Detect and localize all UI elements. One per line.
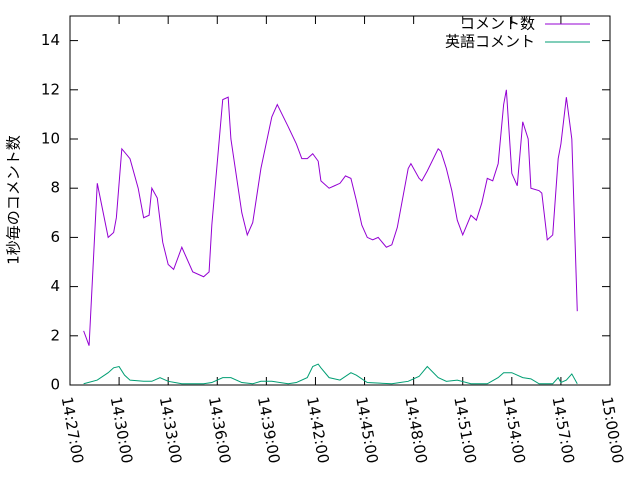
x-tick-label: 14:45:00	[352, 395, 381, 464]
x-tick-label: 14:57:00	[549, 395, 578, 464]
plot-border	[69, 15, 611, 386]
x-tick-label: 14:36:00	[205, 395, 234, 464]
y-tick-label: 2	[50, 326, 60, 344]
y-tick-label: 0	[50, 376, 60, 394]
y-tick-label: 4	[50, 277, 60, 295]
y-tick-label: 10	[41, 130, 60, 148]
x-tick-label: 14:30:00	[107, 395, 136, 464]
series-line	[83, 363, 578, 385]
x-tick-label: 15:00:00	[598, 395, 627, 464]
y-tick-label: 14	[41, 31, 60, 49]
x-tick-label: 14:48:00	[401, 395, 430, 464]
y-tick-label: 6	[50, 228, 60, 246]
series-line	[83, 89, 578, 346]
y-tick-label: 12	[41, 80, 60, 98]
x-tick-label: 14:42:00	[303, 395, 332, 464]
x-tick-label: 14:39:00	[254, 395, 283, 464]
legend-label: 英語コメント	[445, 33, 535, 51]
x-tick-label: 14:27:00	[58, 395, 87, 464]
x-tick-label: 14:54:00	[499, 395, 528, 464]
x-tick-label: 14:51:00	[450, 395, 479, 464]
y-tick-label: 8	[50, 179, 60, 197]
x-tick-label: 14:33:00	[156, 395, 185, 464]
y-axis-label: 1秒毎のコメント数	[5, 135, 23, 265]
legend-label: コメント数	[460, 15, 535, 33]
